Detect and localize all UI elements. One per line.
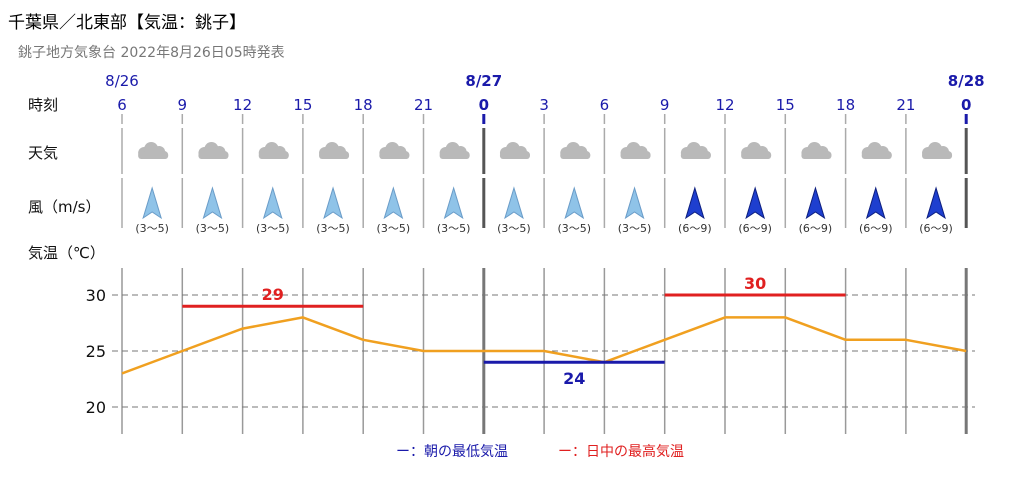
- cloudy-icon: [439, 142, 470, 159]
- wind-arrow-icon: [564, 186, 585, 220]
- y-tick-label: 30: [86, 286, 106, 305]
- wind-range-label: (6〜9): [738, 222, 772, 235]
- cloudy-icon: [801, 142, 832, 159]
- hour-tick-label: 18: [354, 96, 373, 114]
- hour-tick-label: 0: [961, 96, 971, 114]
- hour-tick-label: 21: [414, 96, 433, 114]
- wind-arrow-icon: [926, 186, 946, 220]
- legend-min-temp: ー：朝の最低気温: [396, 444, 508, 460]
- cloudy-icon: [922, 142, 953, 159]
- cloudy-icon: [138, 142, 169, 159]
- hour-tick-label: 15: [293, 96, 312, 114]
- max-temp-label: 29: [262, 285, 284, 304]
- hour-tick-label: 9: [660, 96, 670, 114]
- hour-tick-label: 0: [479, 96, 489, 114]
- wind-range-label: (6〜9): [859, 222, 893, 235]
- hour-tick-label: 12: [715, 96, 734, 114]
- y-tick-label: 25: [86, 342, 106, 361]
- wind-range-label: (3〜5): [316, 222, 350, 235]
- hour-tick-label: 21: [896, 96, 915, 114]
- y-tick-label: 20: [86, 398, 106, 417]
- wind-arrow-icon: [262, 186, 283, 220]
- row-label-wind: 風（m/s）: [28, 198, 100, 216]
- row-label-temp: 気温（℃）: [28, 244, 105, 262]
- wind-range-label: (3〜5): [557, 222, 591, 235]
- cloudy-icon: [560, 142, 591, 159]
- wind-arrow-icon: [684, 186, 705, 220]
- hour-tick-label: 18: [836, 96, 855, 114]
- cloudy-icon: [198, 142, 229, 159]
- wind-range-label: (3〜5): [497, 222, 531, 235]
- cloudy-icon: [319, 142, 350, 159]
- wind-arrow-icon: [624, 186, 645, 220]
- wind-range-label: (3〜5): [135, 222, 169, 235]
- hour-tick-label: 15: [776, 96, 795, 114]
- wind-range-label: (3〜5): [618, 222, 652, 235]
- legend-max-temp: ー：日中の最高気温: [558, 443, 684, 460]
- wind-range-label: (3〜5): [256, 222, 290, 235]
- wind-arrow-icon: [805, 186, 826, 220]
- page-subtitle: 銚子地方気象台 2022年8月26日05時発表: [18, 45, 285, 61]
- max-temp-label: 30: [744, 274, 766, 293]
- wind-range-label: (6〜9): [919, 222, 953, 235]
- wind-arrow-icon: [202, 186, 223, 220]
- hour-tick-label: 3: [539, 96, 549, 114]
- cloudy-icon: [258, 142, 289, 159]
- cloudy-icon: [680, 142, 711, 159]
- wind-arrow-icon: [745, 186, 766, 220]
- hour-tick-label: 6: [117, 96, 127, 114]
- cloudy-icon: [861, 142, 892, 159]
- hour-tick-label: 9: [178, 96, 188, 114]
- wind-arrow-icon: [865, 186, 886, 220]
- wind-arrow-icon: [142, 186, 163, 220]
- hour-tick-label: 12: [233, 96, 252, 114]
- row-label-weather: 天気: [28, 144, 58, 162]
- wind-arrow-icon: [504, 186, 524, 220]
- hour-tick-label: 6: [600, 96, 610, 114]
- wind-arrow-icon: [323, 186, 343, 220]
- cloudy-icon: [620, 142, 651, 159]
- wind-range-label: (3〜5): [437, 222, 471, 235]
- min-temp-label: 24: [563, 369, 585, 388]
- date-label: 8/28: [948, 72, 985, 90]
- date-label: 8/26: [105, 72, 139, 90]
- wind-arrow-icon: [443, 186, 464, 220]
- wind-range-label: (3〜5): [377, 222, 411, 235]
- cloudy-icon: [499, 142, 530, 159]
- page-title: 千葉県／北東部【気温：銚子】: [8, 13, 246, 33]
- temperature-series-line: [121, 316, 967, 375]
- row-label-time: 時刻: [28, 96, 58, 114]
- cloudy-icon: [379, 142, 410, 159]
- cloudy-icon: [741, 142, 772, 159]
- wind-arrow-icon: [383, 186, 404, 220]
- date-label: 8/27: [465, 72, 502, 90]
- wind-range-label: (6〜9): [678, 222, 712, 235]
- wind-range-label: (6〜9): [799, 222, 833, 235]
- wind-range-label: (3〜5): [196, 222, 230, 235]
